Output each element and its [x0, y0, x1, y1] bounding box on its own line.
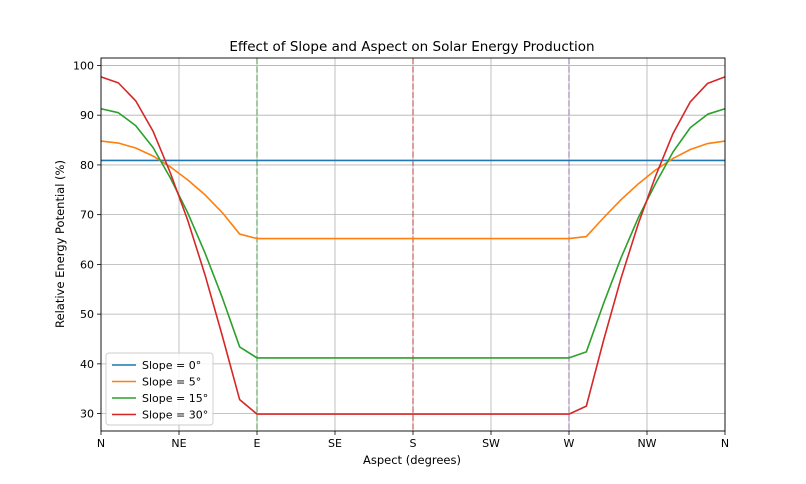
- y-tick-label-5: 80: [80, 159, 94, 172]
- x-tick-label-6: W: [564, 437, 575, 450]
- chart-title: Effect of Slope and Aspect on Solar Ener…: [229, 39, 594, 55]
- reference-lines: [256, 58, 570, 431]
- x-tick-label-4: S: [410, 437, 417, 450]
- y-tick-label-0: 30: [80, 408, 94, 421]
- series-line-1: [100, 140, 726, 240]
- series-lines: [100, 76, 726, 415]
- x-tick-label-3: SE: [328, 437, 342, 450]
- legend-label-3: Slope = 30°: [142, 409, 208, 422]
- y-tick-label-2: 50: [80, 308, 94, 321]
- y-tick-label-4: 70: [80, 209, 94, 222]
- x-tick-label-0: N: [97, 437, 105, 450]
- legend: Slope = 0° Slope = 5° Slope = 15° Slope = 3…: [105, 352, 214, 426]
- x-axis-ticks: N NE E SE S SW W NW N: [97, 431, 729, 450]
- y-tick-label-7: 100: [73, 59, 94, 72]
- legend-label-1: Slope = 5°: [142, 376, 201, 389]
- x-tick-label-8: N: [721, 437, 729, 450]
- series-line-2: [100, 107, 726, 359]
- series-line-3: [100, 76, 726, 415]
- x-tick-label-5: SW: [482, 437, 500, 450]
- x-axis-label: Aspect (degrees): [363, 453, 461, 467]
- y-axis-label: Relative Energy Potential (%): [53, 160, 67, 328]
- y-axis-ticks: 30 40 50 60 70 80 90 100: [73, 59, 101, 421]
- x-tick-label-7: NW: [637, 437, 656, 450]
- legend-label-0: Slope = 0°: [142, 359, 201, 372]
- legend-box: [105, 352, 214, 426]
- y-tick-label-1: 40: [80, 358, 94, 371]
- x-tick-label-2: E: [254, 437, 261, 450]
- y-tick-label-3: 60: [80, 258, 94, 271]
- legend-label-2: Slope = 15°: [142, 392, 208, 405]
- x-tick-label-1: NE: [171, 437, 186, 450]
- y-tick-label-6: 90: [80, 109, 94, 122]
